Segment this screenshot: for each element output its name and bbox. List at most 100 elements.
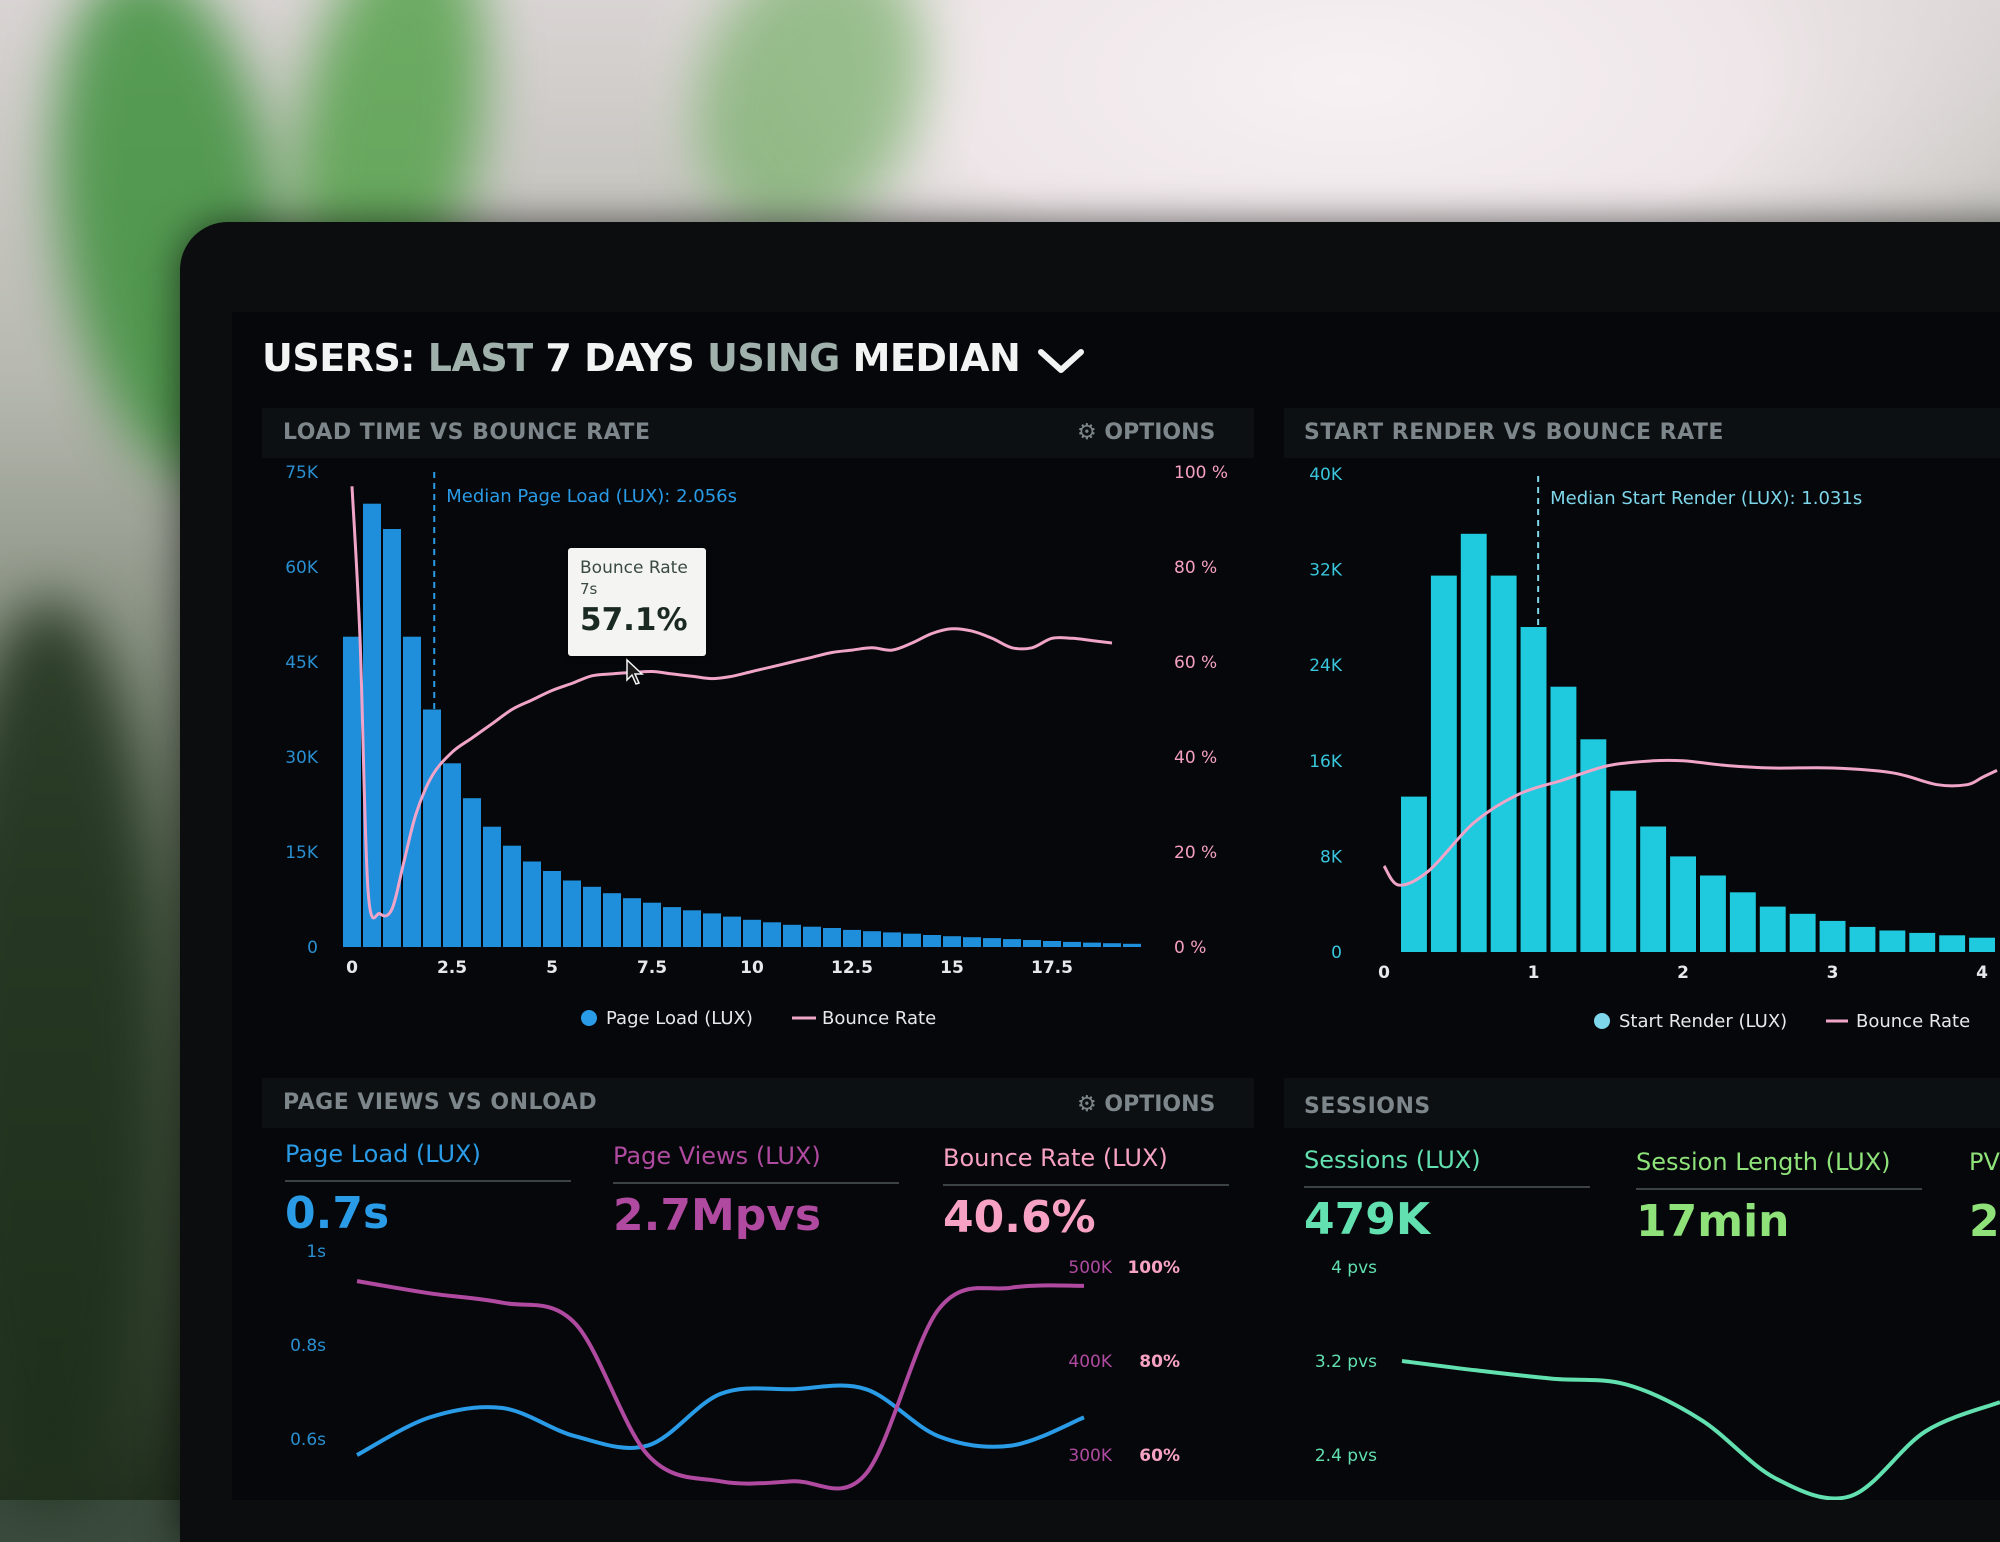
y-tick-left: 32K <box>1309 561 1343 581</box>
kpi-label-pv: PV <box>1969 1148 2000 1176</box>
tooltip-value: 57.1% <box>580 602 688 638</box>
title-using: USING <box>707 336 840 380</box>
bar-page-load <box>1083 942 1101 947</box>
bar-start-render <box>1550 686 1577 952</box>
kpi-divider <box>613 1182 899 1184</box>
y-tick-middle: 500K <box>1068 1258 1112 1278</box>
bar-page-load <box>1023 940 1041 947</box>
y-tick-right: 60 % <box>1174 653 1217 673</box>
bar-start-render <box>1849 926 1876 952</box>
dashboard-charts: Median Page Load (LUX): 2.056s 0 15K 30K 45K… <box>285 463 2000 1500</box>
panel-title-page-views: PAGE VIEWS VS ONLOAD <box>283 1090 598 1115</box>
legend-marker-page-load <box>581 1010 597 1026</box>
panel-header-load-time <box>262 408 1254 458</box>
kpi-divider <box>1304 1186 1590 1188</box>
options-button-page-views[interactable]: ⚙ OPTIONS <box>1077 1092 1215 1117</box>
kpi-value-page-views: 2.7Mpvs <box>613 1190 822 1241</box>
bar-page-load <box>343 636 361 947</box>
options-label: OPTIONS <box>1104 1092 1216 1117</box>
y-tick-middle: 400K <box>1068 1352 1112 1372</box>
x-tick: 15 <box>940 958 964 978</box>
bar-start-render <box>1759 906 1786 952</box>
bar-page-load <box>643 902 661 947</box>
x-tick: 4 <box>1976 963 1988 983</box>
bar-page-load <box>603 893 621 947</box>
y-tick-left: 3.2 pvs <box>1315 1352 1377 1372</box>
bar-page-load <box>743 919 761 947</box>
y-tick-left: 45K <box>285 653 319 673</box>
kpi-label-page-views: Page Views (LUX) <box>613 1142 821 1170</box>
y-tick-right: 20 % <box>1174 843 1217 863</box>
bar-page-load <box>683 910 701 947</box>
y-tick-left: 16K <box>1309 752 1343 772</box>
y-tick-right: 100% <box>1127 1258 1180 1278</box>
y-tick-left: 24K <box>1309 656 1343 676</box>
x-tick: 0 <box>346 958 358 978</box>
bar-page-load <box>443 763 461 947</box>
y-tick-left: 15K <box>285 843 319 863</box>
mouse-cursor-icon <box>626 658 644 685</box>
bar-page-load <box>803 926 821 947</box>
y-tick-left: 8K <box>1320 847 1343 867</box>
y-tick-right: 0 % <box>1174 938 1206 958</box>
bar-start-render <box>1490 575 1517 952</box>
bar-page-load <box>783 924 801 947</box>
bar-page-load <box>843 929 861 947</box>
kpi-value-pv: 2 <box>1969 1196 2000 1247</box>
x-tick: 3 <box>1827 963 1839 983</box>
bar-start-render <box>1969 937 1995 952</box>
bar-page-load <box>923 935 941 947</box>
bar-page-load <box>963 937 981 947</box>
bar-page-load <box>723 916 741 947</box>
chevron-down-icon[interactable] <box>1037 346 1085 376</box>
title-users: USERS: <box>262 336 416 380</box>
bar-page-load <box>763 922 781 947</box>
tooltip-title: Bounce Rate <box>580 558 688 578</box>
y-tick-left: 30K <box>285 748 319 768</box>
gear-icon: ⚙ <box>1077 1092 1097 1117</box>
y-tick-left: 0.8s <box>290 1336 326 1356</box>
bar-page-load <box>463 798 481 947</box>
options-button-load-time[interactable]: ⚙ OPTIONS <box>1077 420 1215 445</box>
bar-page-load <box>563 880 581 947</box>
y-tick-left: 0 <box>307 938 318 958</box>
title-range: 7 DAYS <box>545 336 695 380</box>
kpi-divider <box>943 1184 1229 1186</box>
bar-page-load <box>823 928 841 947</box>
y-tick-right: 40 % <box>1174 748 1217 768</box>
y-tick-middle: 300K <box>1068 1446 1112 1466</box>
legend-label-bounce-rate: Bounce Rate <box>1856 1011 1970 1032</box>
kpi-value-bounce-rate: 40.6% <box>943 1192 1096 1243</box>
kpi-divider <box>285 1180 571 1182</box>
kpi-label-sessions: Sessions (LUX) <box>1304 1146 1481 1174</box>
kpi-value-page-load: 0.7s <box>285 1188 390 1239</box>
line-bounce-rate <box>1382 758 1998 887</box>
kpi-divider <box>1636 1188 1922 1190</box>
line-bounce-rate <box>350 486 1113 920</box>
bar-start-render <box>1700 875 1726 952</box>
x-tick: 12.5 <box>831 958 873 978</box>
bar-page-load <box>423 709 441 947</box>
kpi-value-sessions: 479K <box>1304 1194 1430 1245</box>
bar-page-load <box>1003 939 1021 947</box>
y-tick-left: 60K <box>285 558 319 578</box>
legend-label-start-render: Start Render (LUX) <box>1619 1011 1787 1032</box>
x-tick: 7.5 <box>637 958 667 978</box>
bar-start-render <box>1610 790 1637 952</box>
y-tick-right: 60% <box>1139 1446 1180 1466</box>
page-title[interactable]: USERS: LAST 7 DAYS USING MEDIAN <box>262 336 1085 380</box>
title-last: LAST <box>427 336 533 380</box>
bar-page-load <box>703 913 721 947</box>
panel-title-start-render: START RENDER VS BOUNCE RATE <box>1304 420 1724 445</box>
legend-marker-start-render <box>1594 1013 1610 1029</box>
bar-start-render <box>1670 856 1696 952</box>
x-tick: 10 <box>740 958 764 978</box>
x-tick: 17.5 <box>1031 958 1073 978</box>
bar-start-render <box>1430 575 1457 952</box>
y-tick-left: 1s <box>306 1242 326 1262</box>
bar-page-load <box>523 861 541 947</box>
y-tick-left: 2.4 pvs <box>1315 1446 1377 1466</box>
line-page-load <box>356 1383 1085 1457</box>
tooltip-x-label: 7s <box>580 580 598 598</box>
line-sessions <box>1401 1359 2000 1500</box>
